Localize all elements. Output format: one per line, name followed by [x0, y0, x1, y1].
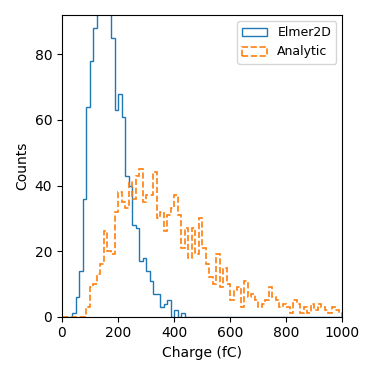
- Legend: Elmer2D, Analytic: Elmer2D, Analytic: [237, 21, 336, 63]
- Y-axis label: Counts: Counts: [15, 142, 29, 190]
- X-axis label: Charge (fC): Charge (fC): [162, 346, 242, 360]
